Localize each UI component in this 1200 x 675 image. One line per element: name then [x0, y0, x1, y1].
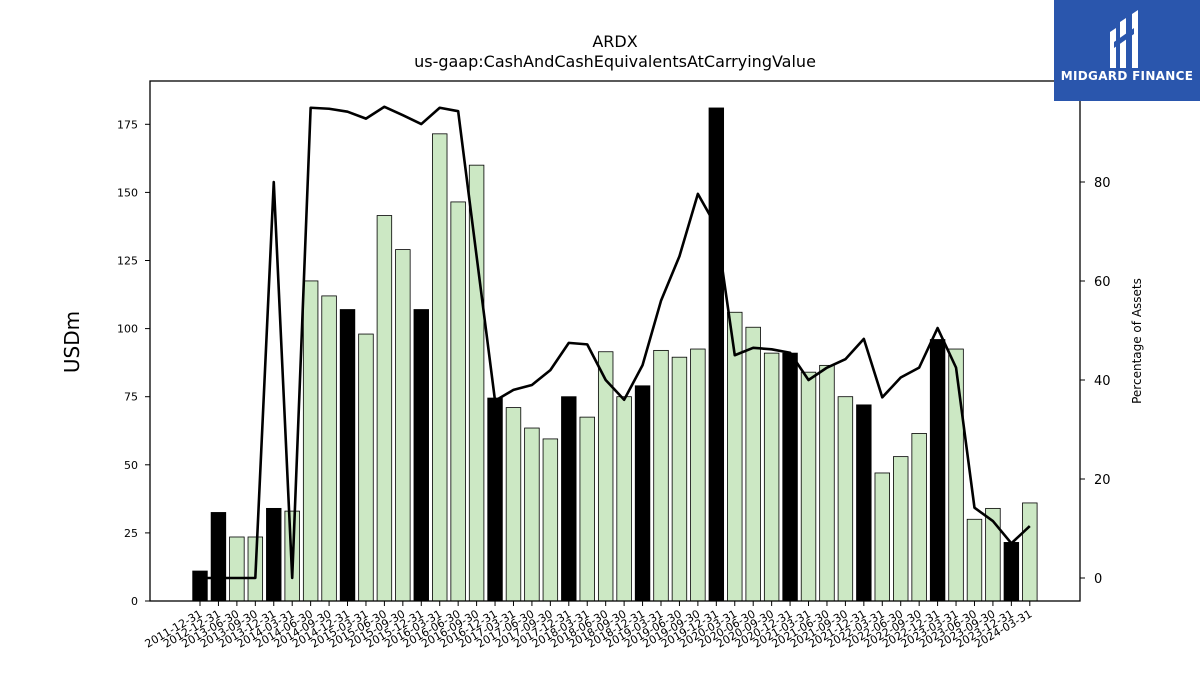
bar [1003, 542, 1020, 602]
bar [561, 396, 577, 602]
chart-title: ARDX [592, 32, 638, 51]
bar [819, 364, 835, 602]
brand-name: MIDGARD FINANCE [1060, 69, 1194, 83]
bar [800, 371, 817, 602]
bar [395, 249, 411, 602]
bar [450, 201, 466, 602]
bar [690, 348, 706, 602]
bar [745, 326, 761, 602]
y2-tick-label: 20 [1094, 473, 1111, 488]
bar [376, 215, 393, 602]
bar [229, 536, 245, 602]
bar [1022, 502, 1038, 602]
bar [542, 438, 559, 602]
y-axis-label: USDm [60, 310, 84, 374]
bar [671, 356, 688, 602]
bar [468, 164, 485, 602]
y-tick-label: 150 [117, 186, 138, 199]
bar [505, 407, 522, 602]
y2-tick-label: 80 [1094, 176, 1111, 191]
percent-of-assets-line [200, 105, 1031, 580]
bar [302, 280, 319, 602]
y-tick-label: 75 [124, 391, 138, 404]
y-tick-label: 125 [117, 255, 138, 268]
bar [579, 416, 595, 602]
bar [948, 348, 964, 602]
chart-subtitle: us-gaap:CashAndCashEquivalentsAtCarrying… [414, 52, 816, 71]
bar [616, 396, 632, 602]
bar [432, 133, 448, 602]
brand-logo: MIDGARD FINANCE [1054, 0, 1200, 101]
y2-tick-label: 60 [1094, 275, 1111, 290]
bar [634, 385, 651, 602]
y-tick-label: 100 [117, 323, 138, 336]
bar [763, 352, 780, 602]
bar [524, 427, 540, 602]
y2-tick-label: 0 [1094, 572, 1102, 587]
bar [192, 570, 208, 602]
y2-tick-label: 40 [1094, 374, 1111, 389]
bar [874, 472, 890, 602]
bar [358, 333, 374, 602]
bar [893, 456, 909, 602]
bar [597, 351, 614, 602]
bar [487, 397, 503, 602]
bar [782, 352, 798, 602]
bar [837, 396, 854, 602]
bar [929, 339, 946, 602]
bar [653, 349, 669, 602]
bar [321, 295, 337, 602]
bar [339, 309, 356, 602]
bar [266, 507, 282, 602]
y2-axis-label: Percentage of Assets [1130, 278, 1144, 404]
bar [856, 404, 872, 602]
bar [966, 518, 983, 602]
midgard-logo-icon [1110, 10, 1138, 68]
y-tick-label: 25 [124, 527, 138, 540]
bar [708, 107, 725, 602]
bar [413, 309, 429, 602]
plot-frame [149, 80, 1081, 602]
y-tick-label: 0 [131, 595, 138, 608]
bar [210, 512, 227, 602]
bar [911, 433, 927, 602]
y-tick-label: 50 [124, 459, 138, 472]
y-tick-label: 175 [117, 118, 138, 131]
